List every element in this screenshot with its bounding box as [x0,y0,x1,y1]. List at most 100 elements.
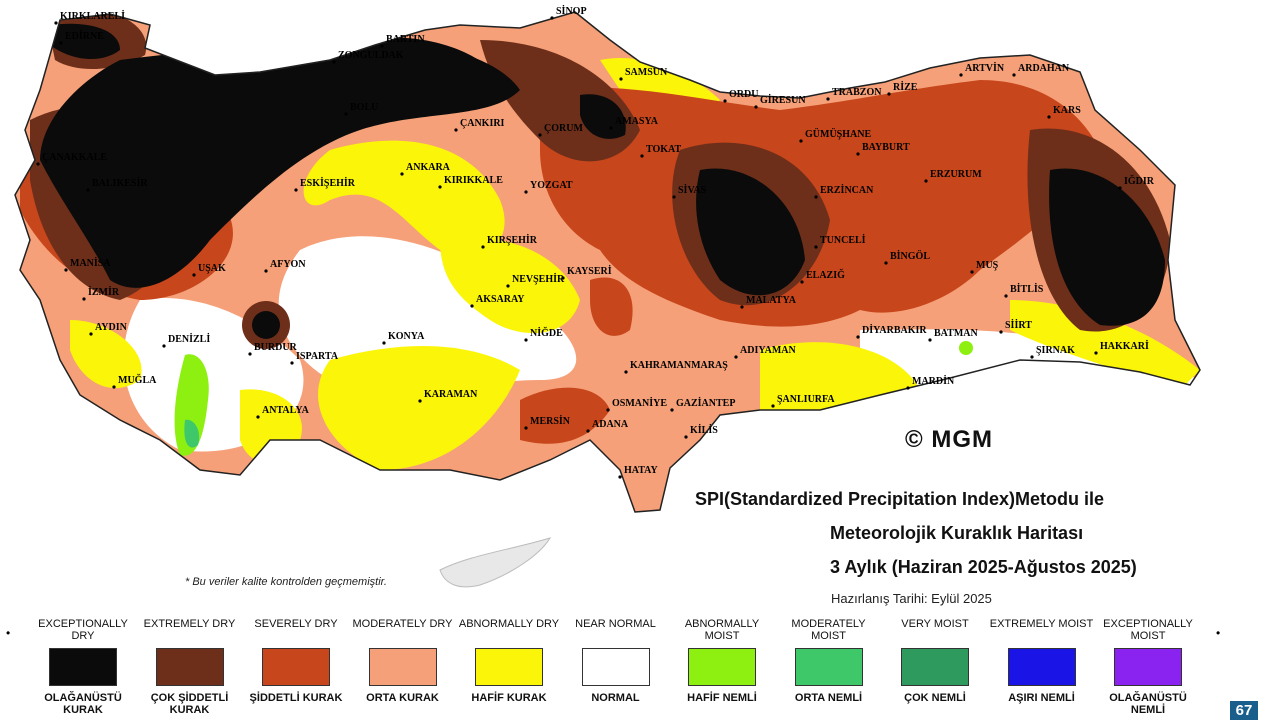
city-label: BAYBURT [862,142,910,153]
legend-label-tr: AŞIRI NEMLİ [1008,692,1075,704]
city-label: SİVAS [678,184,707,196]
zone-exceptionally-dry-northwest [40,43,520,288]
legend-swatch [688,648,756,686]
legend-label-tr: HAFİF KURAK [471,692,547,704]
city-dot [162,344,166,348]
legend-item: EXCEPTIONALLY DRY OLAĞANÜSTÜ KURAK [30,618,136,716]
legend-swatch [1114,648,1182,686]
city-label: BİNGÖL [890,249,930,262]
city-label: IĞDIR [1124,174,1155,187]
city-label: ANKARA [406,162,451,173]
city-label: KONYA [388,331,425,342]
city-label: MARDİN [912,375,955,387]
city-label: KİLİS [690,424,718,436]
city-dot [1094,351,1098,355]
legend-swatch [1007,648,1076,686]
page-number: 67 [1230,701,1258,720]
city-dot [670,408,674,412]
title-line-3: 3 Aylık (Haziran 2025-Ağustos 2025) [830,557,1137,577]
city-label: ANTALYA [262,405,310,416]
city-label: ERZURUM [930,169,982,180]
legend-item: MODERATELY MOIST ORTA NEMLİ [776,618,882,704]
city-dot [672,195,676,199]
cyprus-outline [439,537,552,588]
city-dot [470,304,474,308]
legend-label-tr: ÇOK ŞİDDETLİ KURAK [150,692,229,716]
zone-abnormally-dry-ankara [303,140,505,258]
city-dot [999,330,1003,334]
city-dot [380,44,384,48]
city-dot [454,128,458,132]
legend-item: EXTREMELY MOIST AŞIRI NEMLİ [989,618,1095,704]
city-label: ŞIRNAK [1036,345,1075,356]
drought-zones [15,12,1200,512]
legend-label-en: ABNORMALLY DRY [458,618,560,630]
legend-label-tr: HAFİF NEMLİ [687,692,757,704]
city-label: MALATYA [746,295,797,306]
zone-exceptionally-dry-amasya [580,94,626,139]
city-dot [1047,115,1051,119]
city-dot [856,152,860,156]
legend: EXCEPTIONALLY DRY OLAĞANÜSTÜ KURAK EXTREME… [0,618,1280,720]
city-label: YOZGAT [530,180,573,191]
city-dot [799,139,803,143]
city-label: HAKKARİ [1100,340,1149,352]
legend-label-tr: ÇOK NEMLİ [904,692,966,704]
city-label: GİRESUN [760,94,806,106]
city-dot [524,190,528,194]
city-dot [959,73,963,77]
city-label: BOLU [350,102,378,113]
city-label: AYDIN [95,322,128,333]
city-dot [438,185,442,189]
city-label: KARS [1053,105,1081,116]
city-dot [344,112,348,116]
city-label: ARDAHAN [1018,63,1070,74]
legend-label-en: SEVERELY DRY [254,618,338,630]
city-dot [54,21,58,25]
city-label: EDİRNE [65,30,104,42]
city-label: ÇANKIRI [460,118,505,129]
city-label: MUĞLA [118,373,157,386]
city-dot [248,352,252,356]
city-dot [524,338,528,342]
city-dot [586,429,590,433]
city-dot [640,154,644,158]
city-dot [1118,186,1122,190]
legend-item: EXTREMELY DRY ÇOK ŞİDDETLİ KURAK [137,618,243,716]
zone-abnormally-dry-aydin [70,320,142,389]
city-dot [481,245,485,249]
city-label: OSMANİYE [612,397,667,409]
city-label: KIRKLARELİ [60,10,125,22]
legend-label-tr: ORTA NEMLİ [794,692,863,704]
city-dot [771,404,775,408]
city-dot [1030,355,1034,359]
zone-severely-dry-kayseri [590,277,633,336]
zone-abnormally-moist-batman [959,341,973,355]
city-dot [82,297,86,301]
zone-exceptionally-dry-sivas [696,168,805,296]
city-label: TRABZON [832,87,882,98]
legend-item: NEAR NORMAL NORMAL [563,618,669,704]
zone-abnormally-moist-denizli [174,354,209,456]
city-label: NEVŞEHİR [512,273,565,285]
bullet-right: • [1216,626,1221,640]
city-dot [294,188,298,192]
city-dot [538,133,542,137]
city-label: ERZİNCAN [820,184,874,196]
city-label: KIRIKKALE [444,175,503,186]
legend-item: VERY MOIST ÇOK NEMLİ [882,618,988,704]
legend-swatch [49,648,117,686]
city-label: ISPARTA [296,351,339,362]
city-label: RİZE [893,81,918,93]
bullet-left: • [6,626,11,640]
city-label: SİNOP [556,5,587,17]
map-title: SPI(Standardized Precipitation Index)Met… [695,482,1137,584]
city-dot [1012,73,1016,77]
city-label: TOKAT [646,144,682,155]
city-dot [1004,294,1008,298]
legend-label-en: MODERATELY MOIST [791,618,866,642]
city-label: DİYARBAKIR [862,324,927,336]
city-labels: KIRKLARELİ EDİRNE SİNOP BARTIN ZONGULDAK SAMS… [36,5,1155,479]
city-label: ESKİŞEHİR [300,177,356,189]
city-dot [814,195,818,199]
